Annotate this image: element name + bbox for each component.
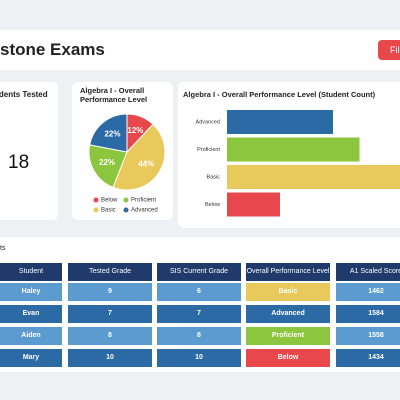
table-card: ts Student Tested Grade SIS Current Grade O… bbox=[0, 237, 400, 372]
legend-label: Basic bbox=[101, 208, 116, 214]
y-tick-label: Basic bbox=[207, 174, 221, 180]
column-header: Tested Grade bbox=[68, 263, 152, 281]
legend-swatch bbox=[93, 207, 99, 213]
pie-label: 22% bbox=[104, 130, 120, 139]
table-cell: 9 bbox=[68, 283, 152, 301]
legend-swatch bbox=[123, 197, 129, 203]
pie-slice bbox=[112, 123, 166, 191]
pie-label: 12% bbox=[127, 126, 143, 135]
table-cell: 7 bbox=[68, 305, 152, 323]
table-title: ts bbox=[0, 245, 6, 252]
column-header: Student bbox=[0, 263, 62, 281]
bar-chart: Advanced Proficient Basic Below bbox=[196, 110, 400, 217]
table-cell: 7 bbox=[157, 305, 241, 323]
table-cell: Evan bbox=[0, 305, 62, 323]
tested-card: udents Tested 18 bbox=[0, 82, 58, 220]
y-tick-label: Advanced bbox=[196, 119, 220, 125]
table-cell: 6 bbox=[157, 283, 241, 301]
legend-label: Proficient bbox=[131, 198, 156, 204]
filter-button[interactable]: Fil bbox=[378, 40, 400, 60]
table-cell: 1434 bbox=[336, 349, 400, 367]
bar bbox=[227, 165, 400, 189]
table-cell: 8 bbox=[68, 327, 152, 345]
pie-title: Algebra I - Overall Performance Level bbox=[80, 86, 148, 104]
y-tick-label: Proficient bbox=[197, 147, 220, 153]
card-value: 18 bbox=[8, 152, 30, 173]
table-cell: 1558 bbox=[336, 327, 400, 345]
column-header: SIS Current Grade bbox=[157, 263, 241, 281]
table-cell: Aiden bbox=[0, 327, 62, 345]
bar bbox=[227, 110, 333, 134]
legend-swatch bbox=[93, 197, 99, 203]
table-cell: 1462 bbox=[336, 283, 400, 301]
legend-swatch bbox=[123, 207, 129, 213]
table-cell: Mary bbox=[0, 349, 62, 367]
table-cell: Advanced bbox=[246, 305, 330, 323]
table-cell: Basic bbox=[246, 283, 330, 301]
column-header: A1 Scaled Score bbox=[336, 263, 400, 281]
pie-card: Algebra I - Overall Performance Level 12… bbox=[72, 82, 173, 220]
bar bbox=[227, 192, 280, 217]
header-bar: stone Exams Fil bbox=[0, 30, 400, 70]
table-cell: Haley bbox=[0, 283, 62, 301]
table-cell: 10 bbox=[157, 349, 241, 367]
table-cell: 1584 bbox=[336, 305, 400, 323]
bar bbox=[227, 137, 360, 162]
pie-slice bbox=[89, 113, 128, 153]
y-tick-label: Below bbox=[205, 202, 220, 208]
table-cell: Proficient bbox=[246, 327, 330, 345]
table-cell: 8 bbox=[157, 327, 241, 345]
column-header: Overall Performance Level bbox=[246, 263, 330, 281]
pie-label: 44% bbox=[138, 159, 154, 168]
pie-chart: 12% 44% 22% 22% Below Basic Proficient Advanced bbox=[88, 113, 166, 214]
bar-title: Algebra I - Overall Performance Level (S… bbox=[183, 90, 376, 99]
card-title: udents Tested bbox=[0, 90, 48, 99]
page-title: stone Exams bbox=[0, 40, 105, 59]
legend-label: Advanced bbox=[131, 208, 158, 214]
pie-label: 22% bbox=[99, 158, 115, 167]
table-cell: 10 bbox=[68, 349, 152, 367]
legend-label: Below bbox=[101, 198, 118, 204]
table-cell: Below bbox=[246, 349, 330, 367]
bar-card: Algebra I - Overall Performance Level (S… bbox=[178, 82, 400, 228]
pie-slice bbox=[88, 144, 128, 188]
